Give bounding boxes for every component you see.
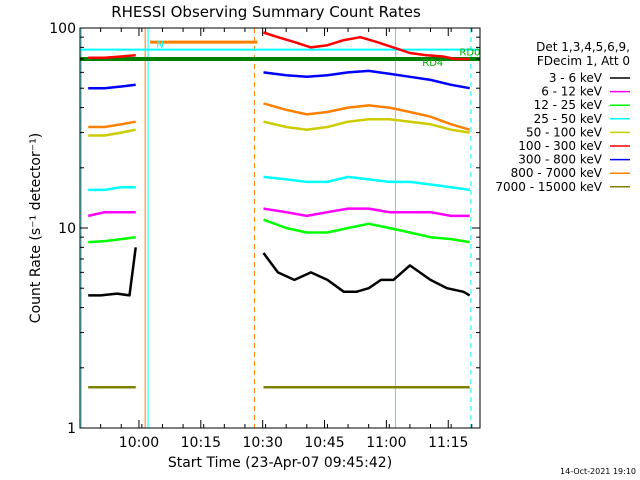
annotation-n: N — [156, 40, 163, 51]
legend-label-100-300-kev: 100 - 300 keV — [518, 139, 602, 153]
legend-label-12-25-kev: 12 - 25 keV — [534, 98, 603, 112]
legend-label-50-100-kev: 50 - 100 keV — [526, 125, 603, 139]
generated-timestamp: 14-Oct-2021 19:10 — [560, 467, 636, 476]
annotation-rd0: RD0 — [459, 48, 480, 59]
series-800-7000-kev-segment-0 — [88, 120, 136, 129]
series-6-12-kev-segment-0 — [87, 210, 136, 218]
legend-label-25-50-kev: 25 - 50 keV — [534, 112, 603, 126]
series-50-100-kev-segment-0 — [88, 128, 136, 137]
series-3-6-kev-segment-0 — [88, 247, 137, 297]
x-axis-label: Start Time (23-Apr-07 09:45:42) — [168, 455, 392, 471]
series-100-300-kev-segment-1 — [263, 31, 470, 61]
series-3-6-kev-segment-1 — [262, 252, 471, 297]
series-layer — [87, 31, 471, 389]
series-25-50-kev-segment-1 — [263, 175, 470, 192]
legend-label-800-7000-kev: 800 - 7000 keV — [511, 166, 603, 180]
legend-label-7000-15000-kev: 7000 - 15000 keV — [495, 180, 602, 194]
annotation-layer: N RD4 RD0 — [156, 40, 480, 70]
legend-header-line-1: Det 1,3,4,5,6,9, — [536, 40, 630, 54]
x-tick-label: 10:15 — [181, 435, 221, 451]
x-tick-label: 10:00 — [119, 435, 159, 451]
series-300-800-kev-segment-0 — [88, 83, 136, 90]
chart-title: RHESSI Observing Summary Count Rates — [111, 3, 421, 21]
plot-frame — [79, 27, 481, 429]
series-12-25-kev-segment-0 — [88, 235, 136, 244]
markers-layer — [80, 28, 480, 428]
axis-ticks: 10:00 10:15 10:30 10:45 11:00 11:15 1 10 100 — [49, 21, 480, 451]
series-25-50-kev-segment-0 — [88, 185, 136, 192]
series-6-12-kev-segment-1 — [263, 207, 470, 218]
series-300-800-kev-segment-1 — [263, 69, 470, 90]
y-tick-label: 1 — [67, 421, 76, 437]
legend-label-6-12-kev: 6 - 12 keV — [541, 85, 603, 99]
x-tick-label: 10:45 — [304, 435, 344, 451]
legend: Det 1,3,4,5,6,9, FDecim 1, Att 0 3 - 6 k… — [495, 40, 630, 194]
y-tick-label: 100 — [49, 21, 76, 37]
annotation-rd4: RD4 — [422, 58, 443, 69]
legend-header-line-2: FDecim 1, Att 0 — [537, 54, 630, 68]
series-100-300-kev-segment-0 — [88, 54, 136, 59]
legend-label-300-800-kev: 300 - 800 keV — [518, 153, 602, 167]
y-axis-label: Count Rate (s⁻¹ detector⁻¹) — [28, 133, 44, 323]
x-tick-label: 10:30 — [243, 435, 283, 451]
series-800-7000-kev-segment-1 — [263, 102, 471, 131]
series-12-25-kev-segment-1 — [263, 218, 470, 244]
series-50-100-kev-segment-1 — [263, 117, 470, 134]
x-tick-label: 11:15 — [428, 435, 468, 451]
y-tick-label: 10 — [58, 221, 76, 237]
x-tick-label: 11:00 — [366, 435, 406, 451]
legend-label-3-6-kev: 3 - 6 keV — [549, 71, 603, 85]
